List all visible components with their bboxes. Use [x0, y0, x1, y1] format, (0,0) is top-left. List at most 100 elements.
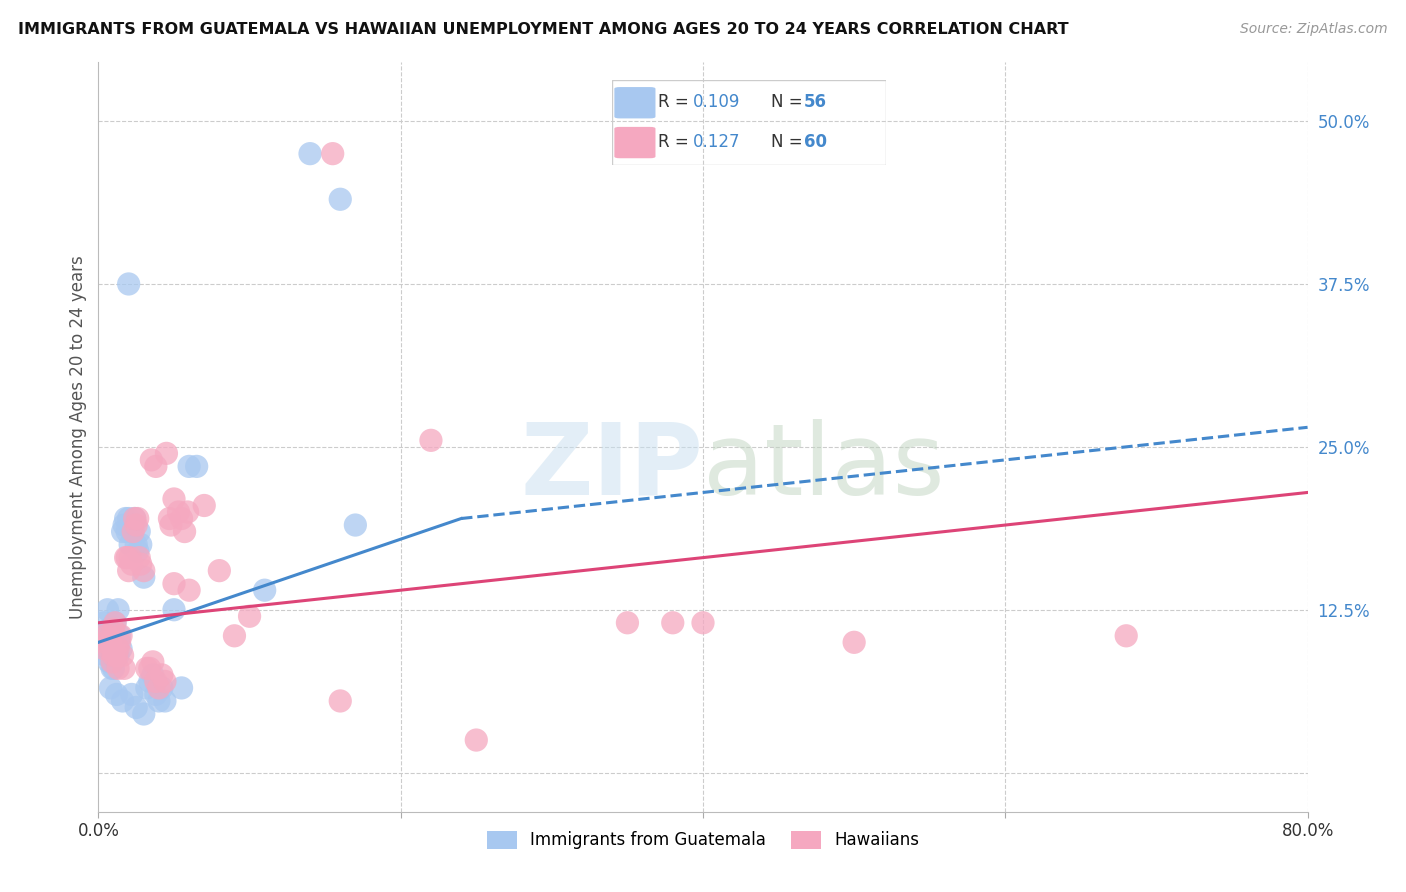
Point — [98, 641, 121, 656]
Text: Source: ZipAtlas.com: Source: ZipAtlas.com — [1240, 22, 1388, 37]
Point — [616, 615, 638, 630]
Point — [150, 681, 173, 695]
Point — [96, 629, 118, 643]
Point — [118, 277, 141, 291]
Point — [91, 629, 114, 643]
Text: IMMIGRANTS FROM GUATEMALA VS HAWAIIAN UNEMPLOYMENT AMONG AGES 20 TO 24 YEARS COR: IMMIGRANTS FROM GUATEMALA VS HAWAIIAN UN… — [18, 22, 1069, 37]
Point — [91, 635, 114, 649]
Point — [155, 446, 177, 460]
Point — [103, 661, 125, 675]
Point — [94, 635, 117, 649]
Point — [163, 491, 186, 506]
Point — [115, 550, 138, 565]
Point — [120, 538, 142, 552]
Point — [128, 550, 150, 565]
Point — [299, 146, 322, 161]
Point — [104, 648, 127, 663]
Point — [118, 511, 141, 525]
Point — [114, 550, 136, 565]
Point — [844, 635, 866, 649]
Point — [100, 635, 122, 649]
Y-axis label: Unemployment Among Ages 20 to 24 years: Unemployment Among Ages 20 to 24 years — [69, 255, 87, 619]
Point — [100, 681, 122, 695]
Point — [132, 570, 155, 584]
Point — [661, 615, 683, 630]
Point — [103, 629, 125, 643]
Point — [94, 629, 117, 643]
Point — [118, 564, 141, 578]
Point — [96, 641, 118, 656]
Point — [167, 505, 190, 519]
Point — [127, 544, 149, 558]
Legend: Immigrants from Guatemala, Hawaiians: Immigrants from Guatemala, Hawaiians — [479, 824, 927, 855]
Point — [93, 615, 115, 630]
Point — [112, 661, 135, 675]
Point — [111, 694, 134, 708]
Point — [125, 700, 148, 714]
Point — [132, 706, 155, 721]
Point — [224, 629, 246, 643]
Text: N =: N = — [770, 133, 807, 151]
Point — [125, 538, 148, 552]
Point — [253, 583, 276, 598]
Point — [148, 681, 170, 695]
Point — [1115, 629, 1137, 643]
Point — [128, 524, 150, 539]
Text: N =: N = — [770, 94, 807, 112]
Point — [107, 648, 129, 663]
Point — [170, 681, 193, 695]
FancyBboxPatch shape — [614, 127, 655, 158]
Point — [115, 524, 138, 539]
Point — [135, 661, 157, 675]
Point — [98, 655, 121, 669]
Point — [179, 583, 201, 598]
Point — [344, 518, 367, 533]
Point — [179, 459, 201, 474]
FancyBboxPatch shape — [614, 87, 655, 119]
Point — [420, 434, 443, 448]
Text: R =: R = — [658, 133, 695, 151]
Point — [139, 674, 162, 689]
Point — [101, 641, 124, 656]
Point — [142, 655, 165, 669]
Point — [148, 694, 170, 708]
Point — [124, 511, 146, 525]
Point — [170, 511, 193, 525]
Point — [127, 511, 149, 525]
Point — [121, 688, 143, 702]
Point — [96, 603, 118, 617]
Point — [105, 688, 128, 702]
Point — [160, 518, 183, 533]
Point — [120, 550, 142, 565]
Point — [132, 564, 155, 578]
Point — [465, 733, 488, 747]
Point — [107, 641, 129, 656]
Point — [129, 557, 152, 571]
Point — [105, 641, 128, 656]
Point — [121, 524, 143, 539]
Point — [153, 674, 176, 689]
Point — [141, 453, 163, 467]
Point — [112, 518, 135, 533]
Point — [122, 524, 145, 539]
Point — [93, 641, 115, 656]
Text: 0.127: 0.127 — [693, 133, 740, 151]
Point — [173, 524, 195, 539]
Point — [208, 564, 231, 578]
Point — [108, 629, 131, 643]
Point — [100, 635, 122, 649]
Point — [125, 518, 148, 533]
Text: 56: 56 — [804, 94, 827, 112]
Point — [121, 557, 143, 571]
Point — [150, 668, 173, 682]
Text: R =: R = — [658, 94, 695, 112]
Point — [163, 576, 186, 591]
Point — [114, 511, 136, 525]
Point — [111, 648, 134, 663]
Point — [142, 668, 165, 682]
Point — [145, 459, 167, 474]
Point — [153, 694, 176, 708]
Point — [122, 518, 145, 533]
Text: atlas: atlas — [703, 418, 945, 516]
Point — [98, 622, 121, 636]
